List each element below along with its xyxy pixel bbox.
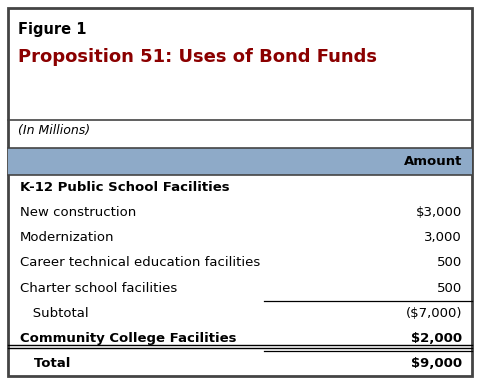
Bar: [8, 148, 472, 175]
Text: ($7,000): ($7,000): [406, 307, 462, 320]
Text: $2,000: $2,000: [411, 332, 462, 345]
Text: Figure 1: Figure 1: [18, 22, 86, 37]
Text: Modernization: Modernization: [20, 231, 115, 244]
Text: Community College Facilities: Community College Facilities: [20, 332, 237, 345]
Text: Career technical education facilities: Career technical education facilities: [20, 257, 260, 270]
Text: 3,000: 3,000: [424, 231, 462, 244]
Text: Proposition 51: Uses of Bond Funds: Proposition 51: Uses of Bond Funds: [18, 48, 377, 66]
Text: Total: Total: [20, 357, 71, 370]
Text: 500: 500: [437, 281, 462, 295]
Text: (In Millions): (In Millions): [18, 124, 90, 137]
Text: New construction: New construction: [20, 206, 136, 219]
Text: K-12 Public School Facilities: K-12 Public School Facilities: [20, 181, 229, 194]
Text: Subtotal: Subtotal: [20, 307, 89, 320]
Text: Amount: Amount: [404, 155, 462, 168]
Text: $9,000: $9,000: [411, 357, 462, 370]
Text: 500: 500: [437, 257, 462, 270]
Text: $3,000: $3,000: [416, 206, 462, 219]
Text: Charter school facilities: Charter school facilities: [20, 281, 177, 295]
